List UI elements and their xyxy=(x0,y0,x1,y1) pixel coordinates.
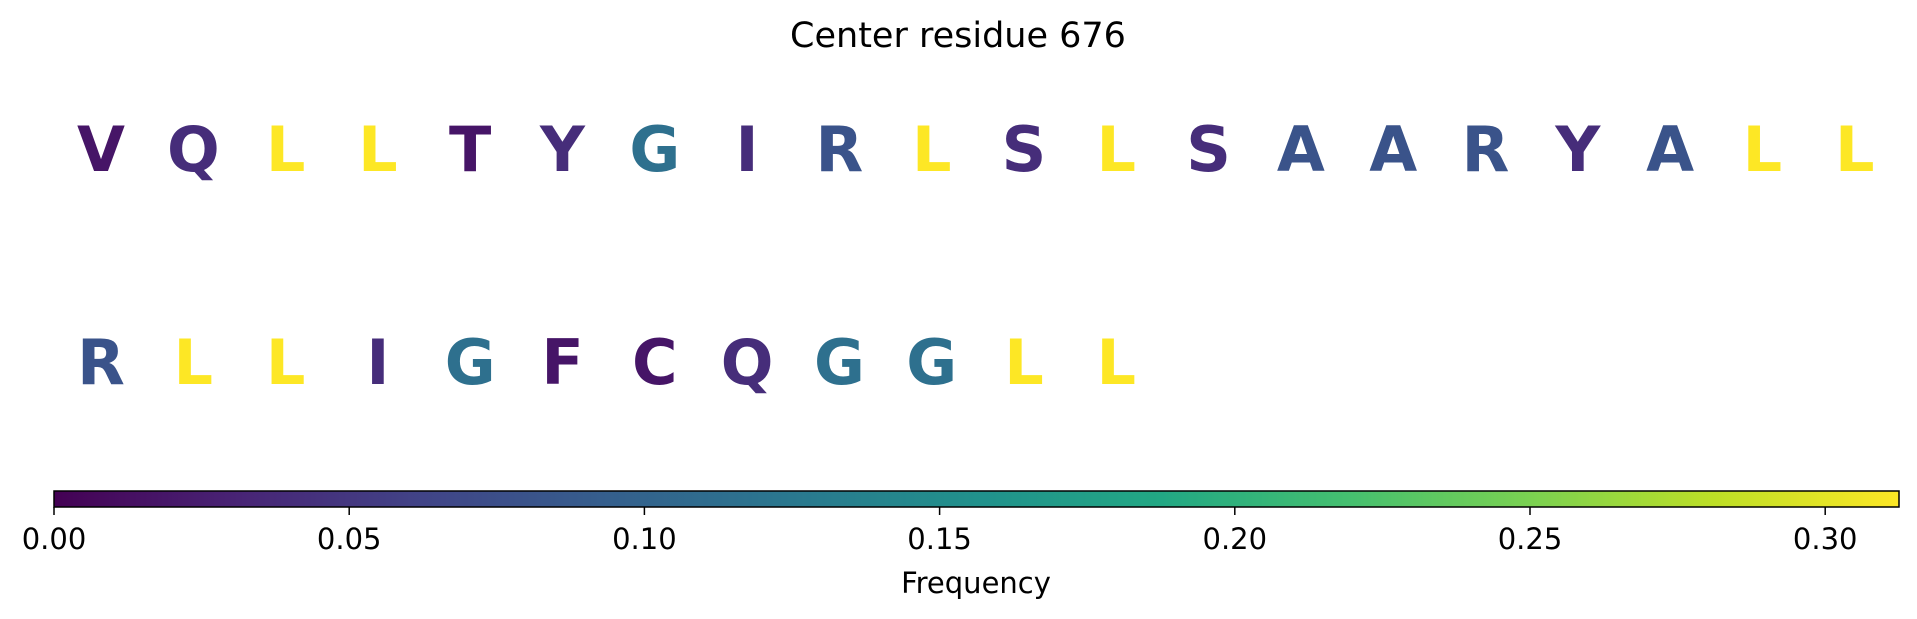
residue-letter: L xyxy=(1097,326,1137,399)
residue-letter: L xyxy=(266,113,306,186)
colorbar-ticks: 0.00 0.05 0.10 0.15 0.20 0.25 0.30 xyxy=(22,507,1858,556)
residue-letter: R xyxy=(1462,113,1510,186)
residue-letter: L xyxy=(1004,326,1044,399)
residue-letter: Y xyxy=(1554,113,1601,186)
residue-letter: L xyxy=(912,113,952,186)
colorbar-tick-label: 0.25 xyxy=(1498,522,1563,556)
residue-letter: A xyxy=(1646,113,1694,186)
colorbar-label: Frequency xyxy=(901,566,1051,600)
residue-letter: G xyxy=(814,326,865,399)
chart-title: Center residue 676 xyxy=(790,16,1126,56)
residue-letter: G xyxy=(629,113,680,186)
residue-letter: C xyxy=(632,326,678,399)
residue-letter: F xyxy=(541,326,583,399)
residue-letter: Y xyxy=(539,113,586,186)
residue-letter: L xyxy=(1097,113,1137,186)
residue-letter: A xyxy=(1277,113,1325,186)
colorbar-tick-label: 0.10 xyxy=(612,522,677,556)
colorbar-tick-label: 0.20 xyxy=(1203,522,1268,556)
colorbar-tick-label: 0.30 xyxy=(1793,522,1858,556)
colorbar-gradient xyxy=(53,490,1900,508)
residue-letter: S xyxy=(1002,113,1047,186)
residue-letter: Q xyxy=(721,326,774,399)
residue-letter: Q xyxy=(167,113,220,186)
colorbar-tick-label: 0.15 xyxy=(907,522,972,556)
residue-letter: R xyxy=(816,113,864,186)
residue-letter: L xyxy=(1743,113,1783,186)
residue-letter: S xyxy=(1186,113,1231,186)
residue-letter: I xyxy=(366,326,389,399)
residue-letter: L xyxy=(174,326,214,399)
residue-letter: G xyxy=(445,326,496,399)
residue-sequence: V Q L L T Y G I R L S L S A A R Y A L LR L L I G F C Q G G L L xyxy=(77,113,1874,399)
residue-letter: G xyxy=(906,326,957,399)
colorbar-tick-label: 0.00 xyxy=(22,522,87,556)
colorbar-tick-label: 0.05 xyxy=(317,522,382,556)
residue-letter: I xyxy=(736,113,759,186)
residue-letter: L xyxy=(358,113,398,186)
residue-letter: T xyxy=(449,113,491,186)
residue-letter: L xyxy=(266,326,306,399)
residue-letter: A xyxy=(1369,113,1417,186)
residue-letter: L xyxy=(1835,113,1875,186)
residue-letter: V xyxy=(77,113,125,186)
colorbar: 0.00 0.05 0.10 0.15 0.20 0.25 0.30 Frequency xyxy=(22,490,1900,600)
residue-letter: R xyxy=(77,326,125,399)
